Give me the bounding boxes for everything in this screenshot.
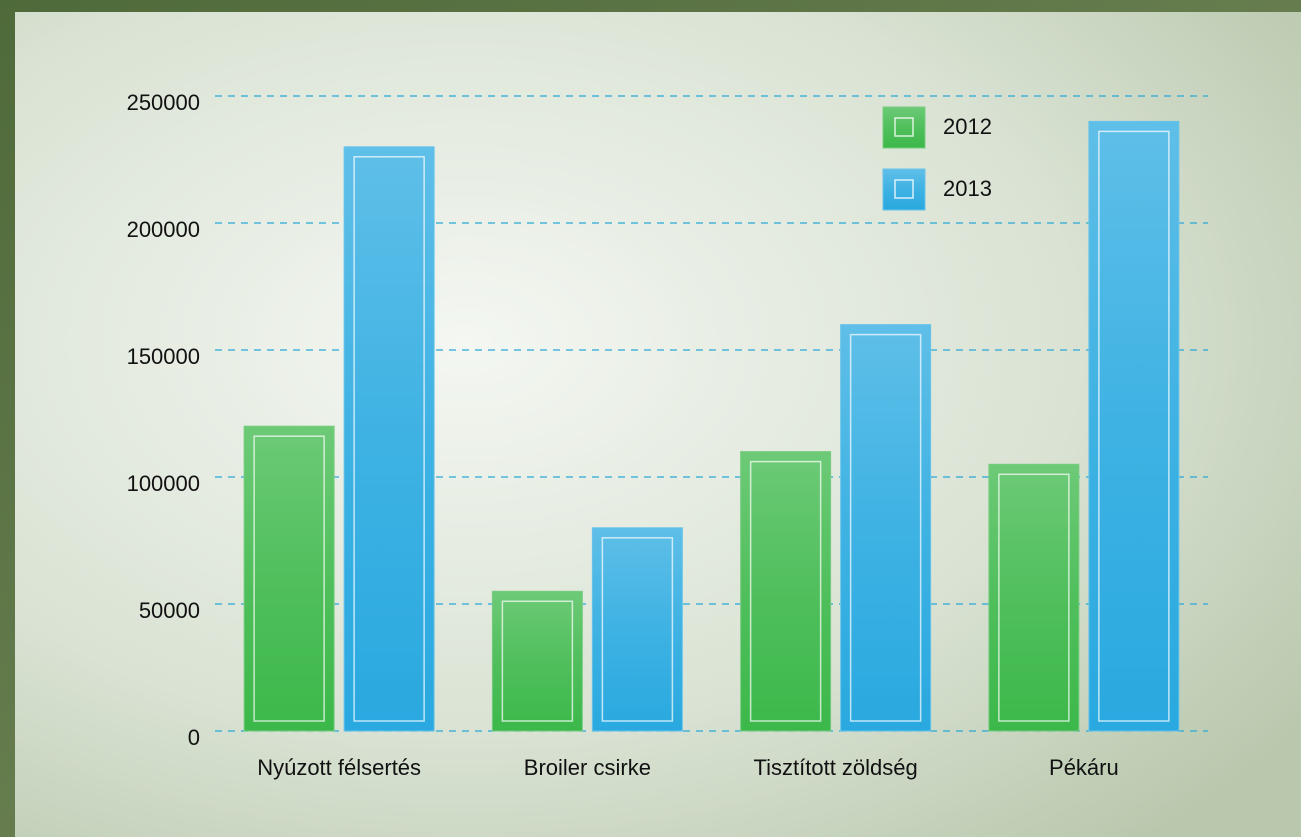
y-tick-label: 0 [188, 725, 200, 750]
bar [243, 425, 335, 732]
bar [1088, 120, 1180, 732]
bar-inner-frame [998, 473, 1070, 722]
legend-swatch-frame [894, 179, 914, 199]
legend-label: 2013 [943, 176, 992, 201]
legend: 2012 2013 [882, 106, 992, 211]
x-tick-label: Nyúzott félsertés [257, 755, 421, 780]
bar [591, 527, 683, 732]
legend-label: 2012 [943, 114, 992, 139]
x-tick-label: Pékáru [1049, 755, 1119, 780]
y-tick-label: 100000 [127, 471, 200, 496]
x-tick-label: Broiler csirke [524, 755, 651, 780]
bars: Nyúzott félsertés Broiler csirke Tisztítot… [243, 120, 1180, 780]
legend-swatch [882, 106, 926, 149]
bar-inner-frame [501, 600, 574, 722]
bar-inner-frame [749, 460, 822, 722]
legend-swatch-frame [894, 117, 914, 137]
bar-inner-frame [1098, 130, 1170, 722]
bar [491, 590, 583, 732]
bar [343, 146, 435, 732]
grid: 0 50000 100000 150000 200000 250000 [127, 90, 1208, 750]
y-tick-label: 150000 [127, 344, 200, 369]
bar [740, 451, 832, 732]
bar [840, 324, 932, 732]
bar [988, 463, 1080, 732]
legend-swatch [882, 168, 926, 211]
bar-inner-frame [601, 537, 674, 722]
y-tick-label: 200000 [127, 217, 200, 242]
bar-inner-frame [353, 156, 425, 722]
bar-inner-frame [253, 435, 325, 722]
x-tick-label: Tisztított zöldség [754, 755, 918, 780]
y-tick-label: 250000 [127, 90, 200, 115]
bar-inner-frame [849, 333, 922, 722]
y-tick-label: 50000 [139, 598, 200, 623]
